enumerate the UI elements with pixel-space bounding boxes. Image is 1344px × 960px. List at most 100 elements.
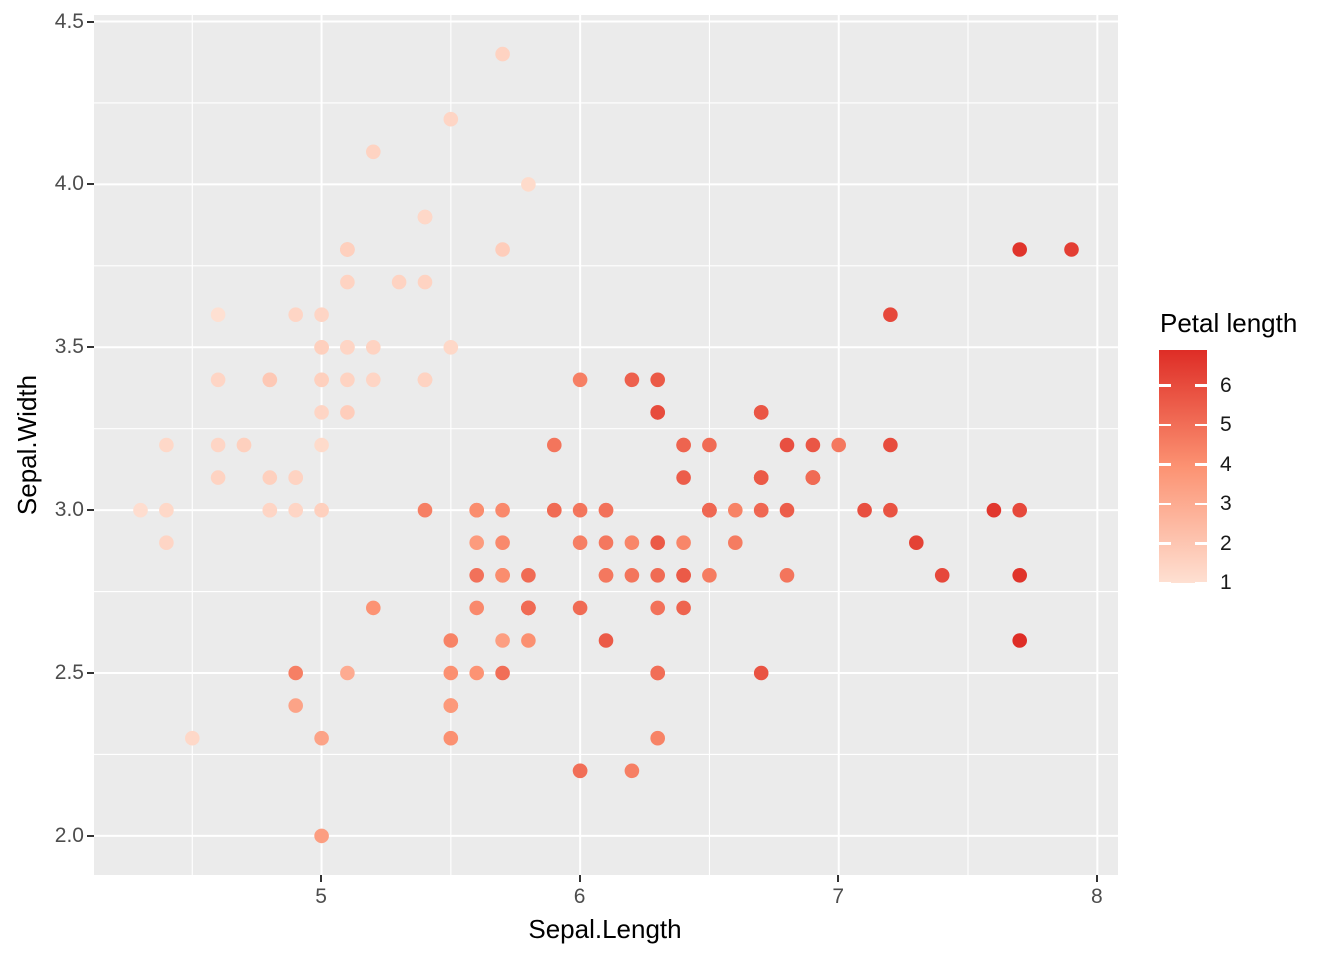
data-point (210, 307, 225, 323)
data-point (468, 600, 484, 616)
x-tick-mark (1095, 875, 1098, 882)
y-tick-mark (87, 183, 94, 186)
data-point (520, 568, 536, 583)
data-point (701, 568, 717, 583)
y-tick-label: 3.0 (54, 498, 84, 522)
data-point (443, 111, 458, 127)
data-point (494, 568, 510, 583)
data-point (753, 502, 768, 518)
y-tick-label: 2.5 (54, 661, 84, 684)
y-tick-mark (87, 834, 94, 837)
data-point (624, 535, 639, 550)
data-point (882, 307, 898, 323)
data-point (339, 405, 355, 420)
legend-bar-tick-mark (1195, 463, 1207, 466)
data-point (675, 535, 691, 550)
data-point (391, 274, 406, 290)
data-point (494, 46, 510, 62)
data-point (365, 144, 381, 160)
legend-bar-tick-mark (1195, 502, 1207, 506)
data-point (675, 437, 691, 453)
data-point (701, 437, 717, 453)
data-point (210, 437, 225, 453)
data-point (598, 568, 613, 583)
data-point (287, 502, 303, 518)
data-point (365, 340, 381, 355)
x-tick-label: 6 (573, 885, 586, 908)
data-point (624, 372, 639, 388)
data-point (598, 633, 613, 648)
data-point (649, 405, 665, 420)
data-point (313, 730, 329, 746)
data-point (287, 665, 303, 681)
legend-bar-tick-mark (1159, 542, 1171, 545)
data-point (624, 568, 639, 583)
y-tick-mark (87, 672, 94, 674)
data-point (132, 502, 148, 518)
data-point (805, 470, 820, 485)
y-axis-title: Sepal.Width (12, 374, 42, 516)
data-point (468, 502, 484, 518)
data-point (443, 340, 458, 355)
data-point (236, 437, 251, 453)
legend-bar-tick-mark (1159, 384, 1171, 387)
data-point (649, 568, 665, 583)
data-point (443, 730, 458, 746)
data-point (649, 665, 665, 681)
legend-tick-label: 1 (1220, 571, 1232, 594)
legend-tick-label: 6 (1220, 373, 1232, 397)
y-tick-label: 3.5 (54, 335, 84, 359)
plot-canvas (93, 15, 1118, 875)
data-point (339, 340, 355, 355)
data-point (287, 470, 303, 485)
data-point (158, 535, 174, 550)
data-point (520, 600, 536, 616)
data-point (830, 437, 846, 453)
data-point (339, 372, 355, 388)
y-tick-mark (87, 20, 94, 23)
data-point (313, 340, 329, 355)
data-point (494, 665, 510, 681)
legend-tick-label: 2 (1220, 531, 1232, 555)
x-tick-label: 7 (832, 885, 845, 908)
data-point (262, 470, 277, 485)
data-point (727, 535, 743, 550)
data-point (417, 372, 432, 388)
legend-title: Petal length (1160, 308, 1298, 338)
data-point (779, 437, 794, 453)
data-point (934, 568, 949, 583)
data-point (287, 698, 303, 713)
data-point (805, 437, 820, 453)
data-point (675, 568, 691, 583)
legend-bar-tick-mark (1195, 384, 1207, 387)
legend-bar-tick-mark (1195, 581, 1207, 585)
data-point (494, 502, 510, 518)
data-point (572, 763, 587, 779)
data-point (494, 535, 510, 550)
data-point (779, 502, 794, 518)
data-point (986, 502, 1001, 518)
legend-bar-tick-mark (1159, 502, 1171, 506)
data-point (339, 665, 355, 681)
data-point (572, 372, 587, 388)
plot-panel (93, 15, 1118, 875)
data-point (1011, 633, 1027, 648)
data-point (598, 502, 613, 518)
data-point (262, 502, 277, 518)
legend-bar-tick-mark (1195, 423, 1207, 427)
data-point (313, 372, 329, 388)
data-point (313, 307, 329, 323)
y-tick-label: 4.5 (54, 9, 84, 33)
data-point (468, 535, 484, 550)
data-point (210, 470, 225, 485)
data-point (882, 502, 898, 518)
data-point (1011, 242, 1027, 257)
x-tick-mark (837, 875, 840, 882)
data-point (417, 209, 432, 225)
data-point (649, 372, 665, 388)
data-point (520, 177, 536, 192)
data-point (572, 535, 587, 550)
y-tick-label: 2.0 (54, 823, 84, 847)
data-point (1011, 502, 1027, 518)
data-point (675, 470, 691, 485)
